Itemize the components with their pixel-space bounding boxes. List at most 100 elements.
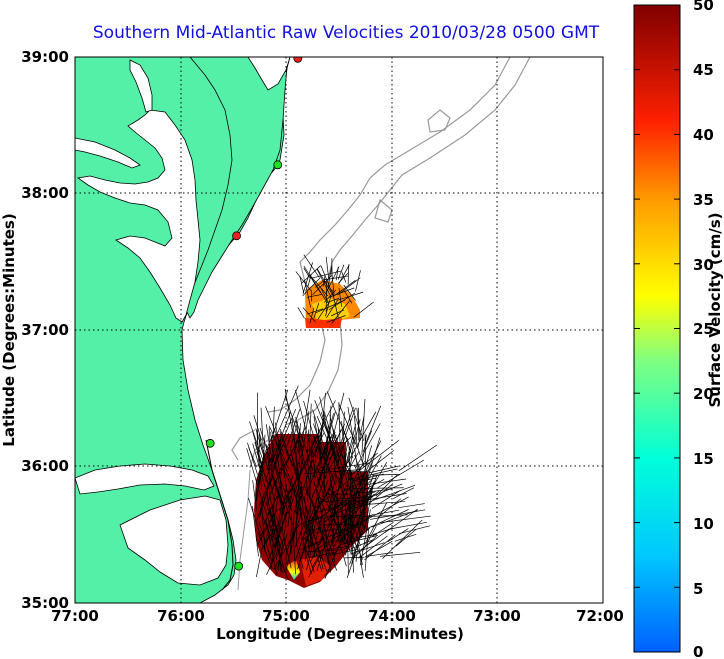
velocity-vector: [324, 545, 340, 579]
x-tick-label: 72:00: [576, 607, 624, 625]
velocity-vector: [337, 444, 345, 465]
velocity-vector: [279, 473, 284, 532]
velocity-vector: [398, 444, 437, 472]
velocity-vector: [260, 407, 264, 449]
velocity-vector: [361, 509, 400, 518]
velocity-vector: [248, 497, 263, 542]
velocity-vector: [313, 482, 347, 510]
velocity-vector: [299, 516, 315, 563]
velocity-vector: [303, 254, 320, 278]
velocity-vector: [302, 262, 313, 294]
velocity-vector: [368, 483, 394, 505]
x-tick-label: 76:00: [157, 607, 205, 625]
velocity-vector: [342, 454, 365, 505]
velocity-vector: [332, 534, 377, 542]
velocity-vector: [354, 416, 358, 445]
velocity-vector: [281, 493, 293, 512]
velocity-vector: [269, 511, 287, 570]
velocity-vector: [295, 416, 303, 458]
potomac-river: [75, 137, 141, 169]
velocity-vector: [343, 493, 375, 519]
velocity-vector: [314, 505, 325, 547]
velocity-vector: [347, 406, 355, 445]
chart-title: Southern Mid-Atlantic Raw Velocities 201…: [93, 23, 600, 43]
velocity-vector: [266, 535, 286, 575]
velocity-vector: [283, 537, 292, 569]
velocity-vector: [257, 531, 273, 570]
radar-station-marker: [232, 231, 241, 241]
velocity-vector: [311, 495, 320, 547]
colorbar-label: Surface Velocity (cm/s): [706, 212, 724, 407]
velocity-vector: [361, 398, 366, 455]
velocity-vector: [317, 436, 352, 471]
velocity-vector: [304, 505, 310, 550]
velocity-vector: [398, 503, 425, 509]
velocity-vector: [354, 448, 361, 485]
velocity-vector: [326, 298, 340, 303]
velocity-vector: [344, 507, 364, 556]
velocity-vector: [295, 542, 304, 569]
velocity-vector: [256, 462, 262, 501]
y-tick-label: 39:00: [21, 48, 69, 66]
chesapeake-bay: [76, 109, 201, 323]
upper-bay-channel: [129, 59, 153, 113]
bathymetry-contours: [231, 57, 531, 469]
velocity-vector: [304, 486, 320, 520]
velocity-vector: [316, 514, 336, 571]
velocity-vector: [347, 502, 360, 545]
velocity-vector: [347, 468, 398, 481]
velocity-vector: [322, 499, 369, 520]
velocity-vector: [320, 288, 329, 304]
velocity-vector: [253, 415, 262, 441]
velocity-vector: [283, 463, 287, 490]
velocity-vector: [258, 481, 270, 508]
y-axis-label: Latitude (Degrees:Minutes): [0, 213, 18, 446]
velocity-vector: [252, 432, 265, 472]
velocity-vector: [316, 413, 326, 458]
velocity-vector: [256, 514, 275, 547]
velocity-vector: [328, 292, 356, 311]
velocity-vector: [290, 509, 295, 553]
y-tick-label: 36:00: [21, 457, 69, 475]
velocity-vector: [398, 525, 431, 535]
velocity-vector: [308, 497, 318, 555]
velocity-vector: [305, 475, 308, 502]
velocity-vector: [393, 487, 414, 499]
delaware-bay: [247, 57, 291, 91]
velocity-vector: [284, 388, 295, 443]
velocity-vector: [312, 275, 332, 296]
velocity-vector: [257, 437, 261, 467]
velocity-vector: [359, 439, 400, 471]
radar-station-marker: [293, 57, 303, 63]
colorbar-tick-label: 10: [693, 515, 714, 533]
colorbar-tick-label: 0: [693, 643, 703, 659]
velocity-vector: [256, 547, 263, 578]
velocity-vector: [364, 534, 396, 561]
velocity-vector: [351, 481, 355, 506]
velocity-vector: [306, 497, 351, 527]
velocity-vector: [270, 411, 291, 466]
velocity-vector: [368, 509, 409, 529]
velocity-vector: [312, 524, 356, 553]
velocity-vector: [302, 307, 316, 323]
velocity-vector: [320, 392, 326, 446]
velocity-vector: [278, 409, 297, 451]
velocity-vector: [349, 483, 403, 507]
velocity-vector: [327, 549, 358, 557]
velocity-vector: [315, 462, 370, 472]
velocity-vector: [380, 515, 431, 523]
colorbar-tick-label: 45: [693, 61, 714, 79]
barrier-islands: [205, 439, 234, 591]
colorbar-tick-label: 20: [693, 385, 714, 403]
velocity-vector: [258, 521, 273, 564]
velocity-vector: [325, 546, 347, 551]
velocity-vector: [304, 280, 312, 308]
velocity-vector: [337, 272, 349, 284]
colorbar-scale: [633, 4, 681, 653]
velocity-vector: [257, 486, 276, 541]
x-tick-labels: 77:00 76:00 75:00 74:00 73:00 72:00: [51, 607, 624, 625]
velocity-vector: [290, 421, 299, 449]
velocity-vector: [259, 427, 272, 463]
velocity-vector: [309, 274, 328, 297]
velocity-vector: [366, 465, 400, 474]
